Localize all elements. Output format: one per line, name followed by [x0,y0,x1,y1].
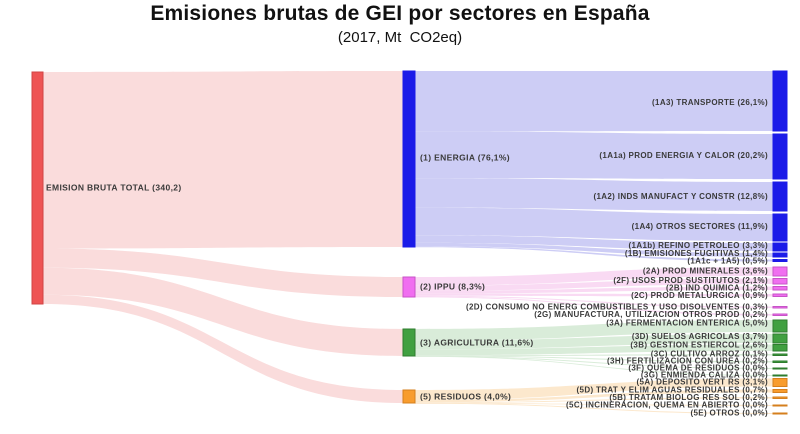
node-sub-22 [772,396,788,399]
flow-energia-5 [415,242,773,257]
flow-ippu-5 [415,296,773,316]
node-sub-10-label: (2C) PROD METALURGICA (0,9%) [631,291,768,300]
flow-total-agricultura [43,267,403,356]
node-sub-23 [772,404,788,407]
node-sub-0-label: (1A3) TRANSPORTE (26,1%) [652,98,768,107]
node-sub-19 [772,374,788,377]
node-sub-13-label: (3A) FERMENTACION ENTERICA (5,0%) [606,319,768,328]
node-sub-12 [772,313,788,316]
node-sub-18 [772,367,788,370]
node-sub-5 [772,252,788,258]
node-sub-8 [772,278,788,285]
flow-energia-6 [415,246,773,262]
flow-agricultura-5 [415,356,773,369]
flow-total-residuos [43,294,403,403]
flow-ippu-3 [415,293,773,297]
node-sub-4-label: (1A1b) REFINO PETROLEO (3,3%) [629,241,769,250]
node-sub-18-label: (3F) QUEMA DE RESIDUOS (0,0%) [628,364,768,373]
node-sub-21-label: (5D) TRAT Y ELIM AGUAS RESIDUALES (0,7%) [577,386,769,395]
flow-total-energia [43,71,403,249]
node-sub-24-label: (5E) OTROS (0,0%) [690,409,768,418]
node-sub-3 [772,213,788,242]
node-sub-16-label: (3C) CULTIVO ARROZ (0,1%) [651,350,768,359]
flow-energia-2 [415,178,773,211]
flow-residuos-3 [415,403,773,406]
flow-ippu-2 [415,286,773,294]
flow-agricultura-6 [415,356,773,376]
node-sub-12-label: (2G) MANUFACTURA, UTILIZACION OTROS PROD… [534,310,768,319]
node-agricultura-label: (3) AGRICULTURA (11,6%) [420,337,534,347]
node-sub-7-label: (2A) PROD MINERALES (3,6%) [643,267,768,276]
node-ippu [402,276,416,298]
node-residuos-label: (5) RESIDUOS (4,0%) [420,391,511,401]
chart-subtitle: (2017, Mt CO2eq) [337,29,463,46]
flow-agricultura-3 [415,354,773,357]
node-sub-13 [772,319,788,333]
node-sub-0 [772,70,788,132]
flow-agricultura-0 [415,320,773,341]
flow-residuos-4 [415,403,773,414]
node-sub-15 [772,344,788,352]
node-sub-19-label: (3G) ENMIENDA CALIZA (0,0%) [641,371,768,380]
flow-agricultura-2 [415,344,773,356]
node-total-label: EMISION BRUTA TOTAL (340,2) [46,182,182,192]
node-sub-23-label: (5C) INCINERACION, QUEMA EN ABIERTO (0,0… [566,401,768,410]
node-sub-6 [772,259,788,262]
flow-ippu-4 [415,295,773,308]
node-sub-8-label: (2F) USOS PROD SUSTITUTOS (2,1%) [613,276,768,285]
node-sub-20 [772,378,788,387]
node-agricultura [402,328,416,357]
flow-residuos-1 [415,389,773,403]
flow-agricultura-4 [415,355,773,363]
node-sub-24 [772,412,788,415]
node-sub-21 [772,389,788,393]
node-sub-1 [772,133,788,180]
node-energia-label: (1) ENERGIA (76,1%) [420,152,510,162]
node-sub-17-label: (3H) FERTILIZACION CON UREA (0,2%) [607,357,768,366]
flow-ippu-0 [415,267,773,286]
node-sub-17 [772,360,788,363]
node-residuos [402,389,416,404]
node-energia [402,70,416,248]
node-sub-11 [772,306,788,309]
node-sub-20-label: (5A) DEPOSITO VERT RS (3,1%) [637,378,768,387]
flow-residuos-2 [415,397,773,404]
node-sub-9 [772,286,788,291]
node-sub-2 [772,181,788,212]
flow-energia-4 [415,235,773,251]
flow-total-ippu [43,248,403,297]
flow-energia-0 [415,71,773,132]
node-sub-15-label: (3B) GESTION ESTIERCOL (2,6%) [630,341,768,350]
flow-agricultura-1 [415,334,773,350]
chart-title: Emisiones brutas de GEI por sectores en … [150,2,650,25]
node-ippu-label: (2) IPPU (8,3%) [420,281,485,291]
node-sub-2-label: (1A2) INDS MANUFACT Y CONSTR (12,8%) [593,192,768,201]
node-sub-10 [772,293,788,297]
node-sub-11-label: (2D) CONSUMO NO ENERG COMBUSTIBLES Y USO… [466,303,768,312]
flow-energia-3 [415,207,773,241]
node-sub-6-label: (1A1c + 1A5) (0,5%) [687,257,768,266]
node-sub-14-label: (3D) SUELOS AGRICOLAS (3,7%) [632,332,768,341]
node-sub-5-label: (1B) EMISIONES FUGITIVAS (1,4%) [625,249,768,258]
node-sub-16 [772,353,788,356]
node-total [31,71,44,305]
flow-energia-1 [415,131,773,179]
node-sub-22-label: (5B) TRATAM BIOLOG RES SOL (0,2%) [609,393,768,402]
node-sub-4 [772,242,788,252]
flow-ippu-1 [415,278,773,291]
node-sub-14 [772,333,788,344]
node-sub-1-label: (1A1a) PROD ENERGIA Y CALOR (20,2%) [599,151,768,160]
node-sub-3-label: (1A4) OTROS SECTORES (11,9%) [632,222,768,231]
flow-residuos-0 [415,378,773,401]
node-sub-9-label: (2B) IND QUIMICA (1,2%) [666,284,768,293]
node-sub-7 [772,266,788,277]
